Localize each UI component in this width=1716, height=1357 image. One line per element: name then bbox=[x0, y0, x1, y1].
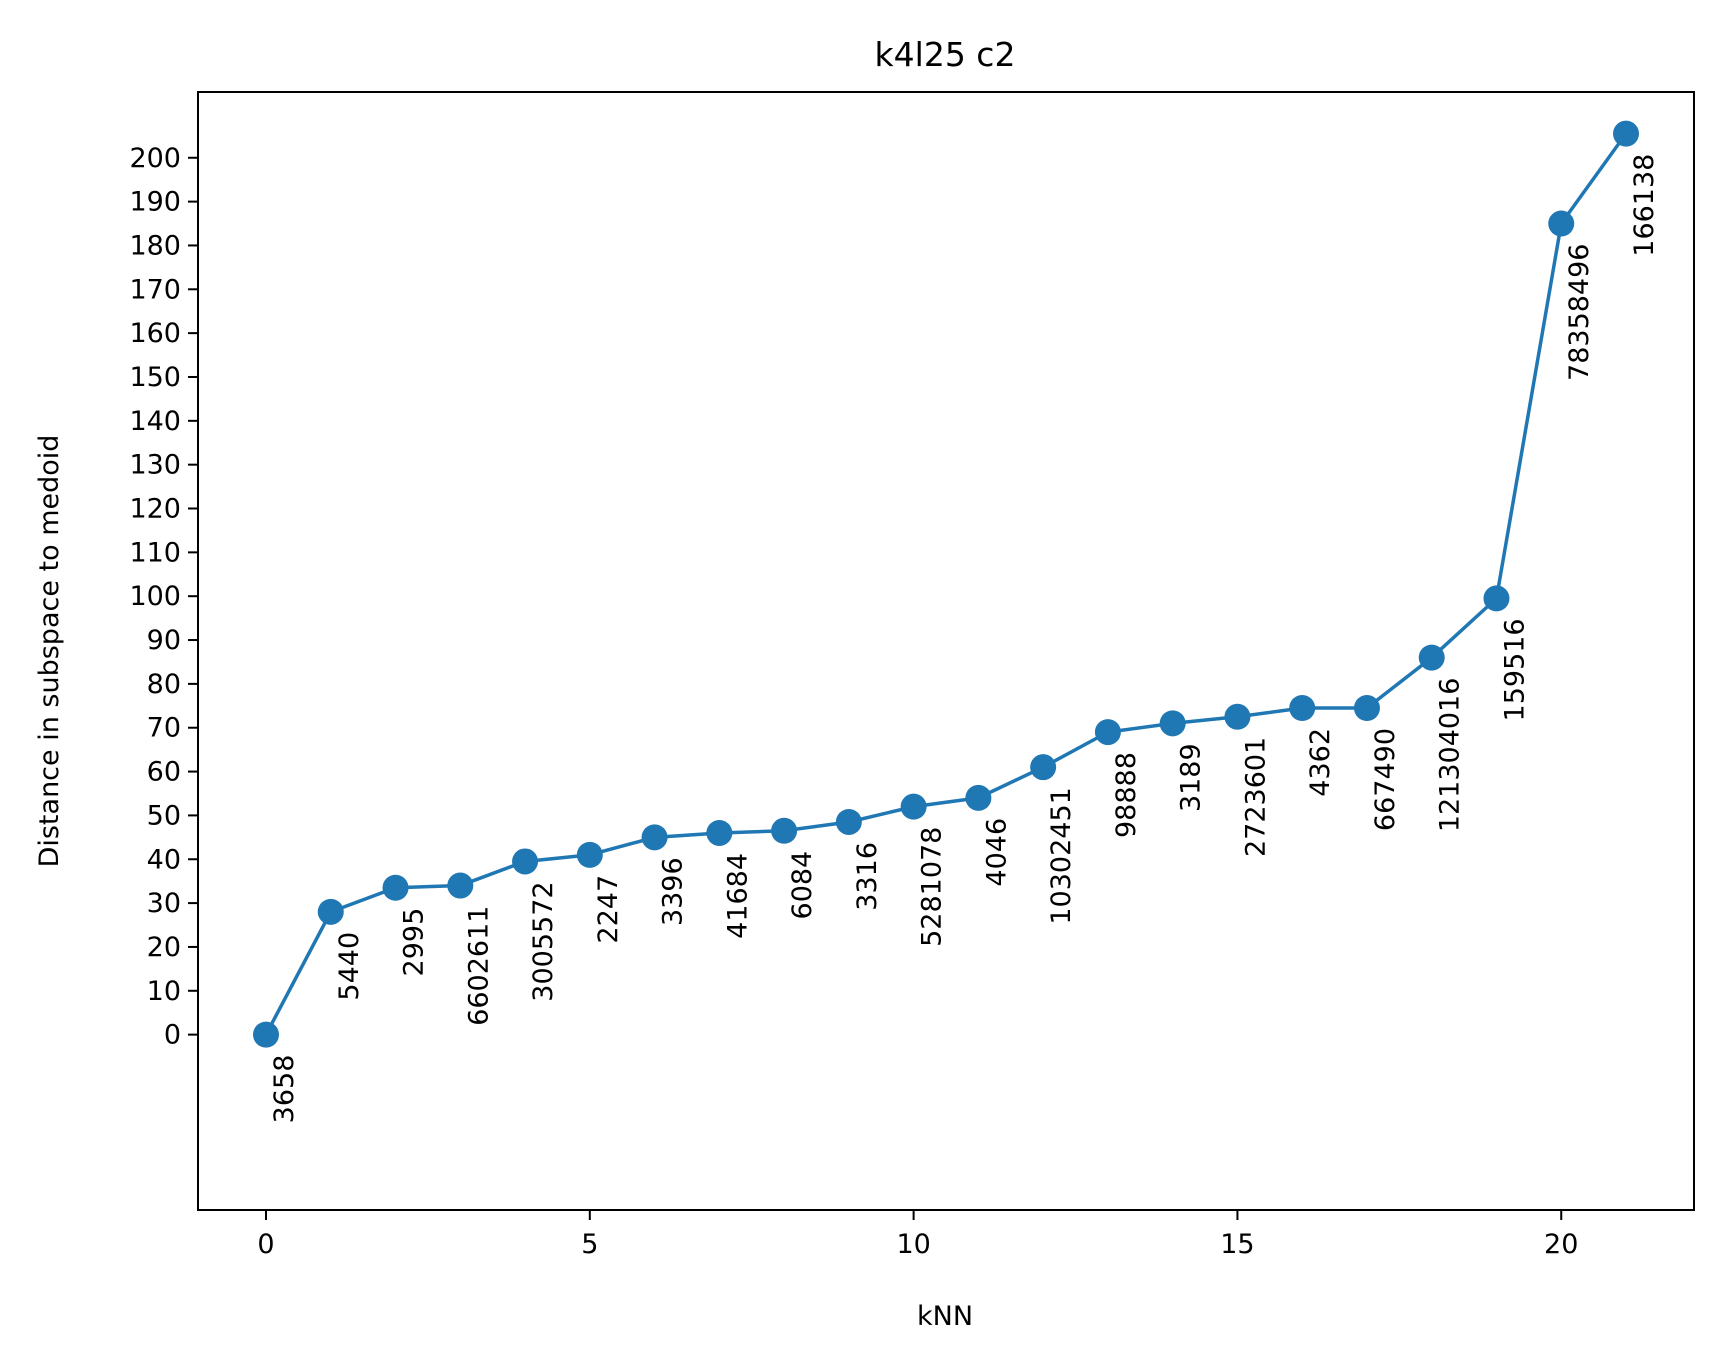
x-axis-label: kNN bbox=[917, 1301, 973, 1332]
data-point bbox=[1613, 120, 1639, 147]
data-point bbox=[382, 874, 409, 901]
y-tick-label: 40 bbox=[147, 844, 181, 875]
y-tick-label: 180 bbox=[129, 230, 181, 261]
point-label: 5281078 bbox=[917, 827, 948, 947]
y-tick-label: 90 bbox=[147, 625, 181, 656]
plot-frame bbox=[197, 91, 1695, 1211]
y-tick-label: 20 bbox=[147, 932, 181, 963]
data-point bbox=[1289, 694, 1316, 721]
point-label: 78358496 bbox=[1564, 244, 1595, 381]
y-tick-label: 200 bbox=[129, 143, 181, 174]
point-label: 2995 bbox=[399, 908, 430, 977]
x-tick-label: 20 bbox=[1544, 1229, 1578, 1260]
data-point bbox=[1094, 719, 1121, 746]
y-tick-label: 60 bbox=[147, 757, 181, 788]
point-label: 41684 bbox=[722, 853, 753, 939]
point-label: 121304016 bbox=[1435, 678, 1466, 833]
point-label: 2723601 bbox=[1240, 737, 1271, 857]
y-axis-label: Distance in subspace to medoid bbox=[34, 435, 65, 868]
data-point bbox=[512, 848, 539, 875]
point-label: 10302451 bbox=[1046, 787, 1077, 924]
data-point bbox=[1418, 644, 1445, 671]
y-tick-label: 10 bbox=[147, 976, 181, 1007]
y-tick-label: 100 bbox=[129, 581, 181, 612]
y-tick-label: 140 bbox=[129, 406, 181, 437]
data-point bbox=[1483, 585, 1510, 612]
y-tick-label: 50 bbox=[147, 800, 181, 831]
data-point bbox=[1353, 694, 1380, 721]
y-tick-label: 80 bbox=[147, 669, 181, 700]
point-label: 5440 bbox=[334, 932, 365, 1001]
x-tick-label: 0 bbox=[257, 1229, 274, 1260]
data-point bbox=[835, 808, 862, 835]
y-tick-label: 170 bbox=[129, 274, 181, 305]
data-point bbox=[253, 1021, 279, 1048]
data-point bbox=[641, 824, 668, 851]
point-label: 4362 bbox=[1305, 728, 1336, 797]
x-tick-label: 10 bbox=[896, 1229, 930, 1260]
data-point bbox=[1224, 703, 1251, 730]
series-line bbox=[264, 132, 1628, 1036]
data-point bbox=[317, 898, 344, 925]
point-label: 98888 bbox=[1111, 752, 1142, 838]
x-tick-label: 5 bbox=[581, 1229, 598, 1260]
point-label: 3658 bbox=[269, 1055, 300, 1124]
data-point bbox=[900, 793, 927, 820]
y-tick-label: 160 bbox=[129, 318, 181, 349]
y-tick-label: 110 bbox=[129, 537, 181, 568]
data-point bbox=[576, 841, 603, 868]
point-label: 166138 bbox=[1629, 154, 1660, 257]
point-label: 6084 bbox=[787, 851, 818, 920]
data-point bbox=[1548, 210, 1575, 237]
data-point bbox=[447, 872, 474, 899]
y-tick-label: 120 bbox=[129, 494, 181, 525]
data-point bbox=[706, 819, 733, 846]
point-label: 4046 bbox=[981, 818, 1012, 887]
y-tick-label: 30 bbox=[147, 888, 181, 919]
point-label: 6602611 bbox=[463, 906, 494, 1026]
data-point bbox=[1159, 710, 1186, 737]
point-label: 159516 bbox=[1499, 618, 1530, 721]
y-tick-label: 130 bbox=[129, 450, 181, 481]
data-point bbox=[965, 784, 992, 811]
x-tick-label: 15 bbox=[1220, 1229, 1254, 1260]
y-tick-label: 0 bbox=[164, 1020, 181, 1051]
data-point bbox=[771, 817, 798, 844]
point-label: 3005572 bbox=[528, 881, 559, 1001]
y-tick-label: 150 bbox=[129, 362, 181, 393]
point-label: 3189 bbox=[1176, 743, 1207, 812]
data-point bbox=[1030, 754, 1057, 781]
point-label: 3316 bbox=[852, 842, 883, 911]
chart-title: k4l25 c2 bbox=[875, 35, 1016, 74]
plot-area: 0 5 10 15 2001020304050607080901001101201301… bbox=[129, 120, 1660, 1260]
point-label: 667490 bbox=[1370, 728, 1401, 831]
point-label: 2247 bbox=[593, 875, 624, 944]
y-tick-label: 70 bbox=[147, 713, 181, 744]
y-tick-label: 190 bbox=[129, 187, 181, 218]
point-label: 3396 bbox=[658, 857, 689, 926]
